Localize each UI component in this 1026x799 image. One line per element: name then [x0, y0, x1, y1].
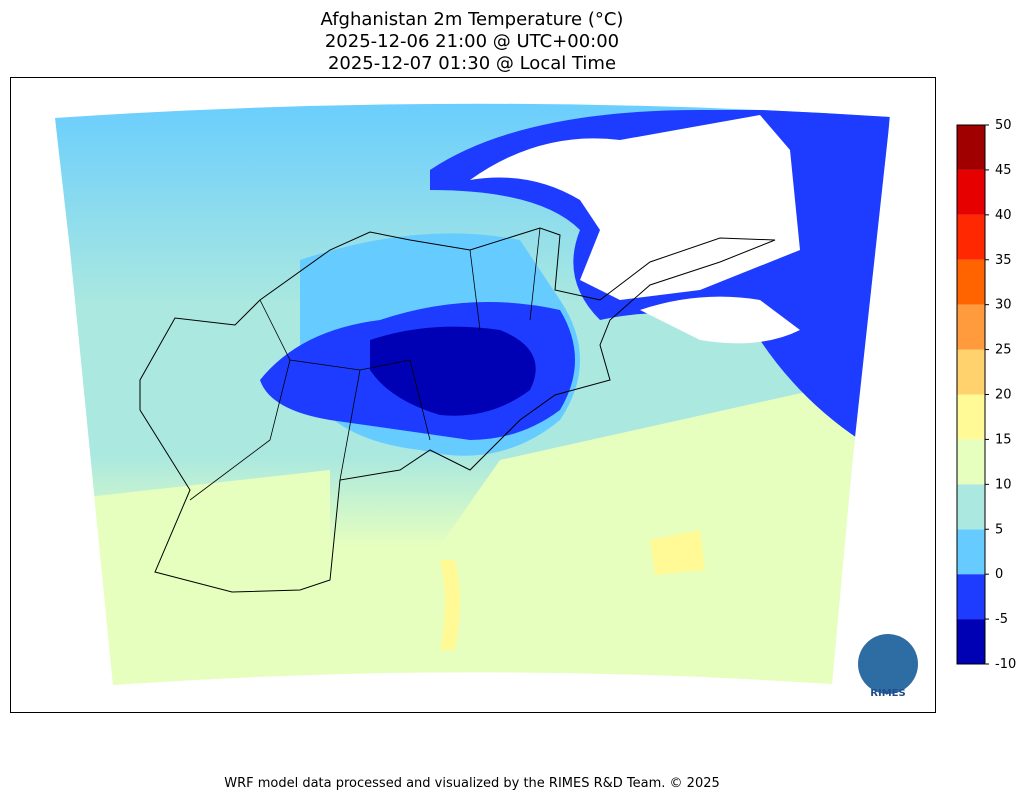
- colorbar-segment: [957, 214, 985, 260]
- colorbar-tick-label: 15: [995, 432, 1012, 447]
- colorbar-segment: [957, 259, 985, 305]
- colorbar-segment: [957, 484, 985, 530]
- colorbar-segment: [957, 304, 985, 350]
- logo-label: RIMES: [870, 688, 905, 699]
- colorbar-tick-label: 10: [995, 477, 1012, 492]
- title-line: 2025-12-07 01:30 @ Local Time: [328, 53, 616, 74]
- title-line: 2025-12-06 21:00 @ UTC+00:00: [325, 31, 619, 52]
- footer: WRF model data processed and visualized …: [224, 776, 720, 791]
- country-boundary: [139, 227, 776, 593]
- colorbar-segment: [957, 125, 985, 170]
- colorbar-tick-label: -5: [995, 612, 1008, 627]
- colorbar-segment: [957, 574, 985, 620]
- title-line: Afghanistan 2m Temperature (°C): [321, 9, 624, 30]
- colorbar-tick-label: 5: [995, 522, 1003, 537]
- colorbar-segment: [957, 349, 985, 395]
- colorbar-tick-label: 50: [995, 118, 1012, 133]
- colorbar-tick-label: 0: [995, 567, 1003, 582]
- colorbar-tick-label: 30: [995, 298, 1012, 313]
- temperature-field: [55, 103, 890, 685]
- colorbar-segment: [957, 619, 985, 664]
- logo: [858, 634, 918, 694]
- colorbar-tick-label: 35: [995, 253, 1012, 268]
- colorbar-tick-label: -10: [995, 657, 1016, 672]
- colorbar-tick-label: 40: [995, 208, 1012, 223]
- colorbar: -10 -5 0 5 10 15 20 25 30 35 40 45 50: [956, 118, 1016, 672]
- colorbar-tick-label: 45: [995, 163, 1012, 178]
- colorbar-segment: [957, 529, 985, 575]
- colorbar-tick-label: 25: [995, 343, 1012, 358]
- colorbar-tick-label: 20: [995, 388, 1012, 403]
- colorbar-segment: [957, 439, 985, 485]
- colorbar-segment: [957, 169, 985, 215]
- province-boundaries: [189, 227, 541, 501]
- colorbar-segment: [957, 394, 985, 440]
